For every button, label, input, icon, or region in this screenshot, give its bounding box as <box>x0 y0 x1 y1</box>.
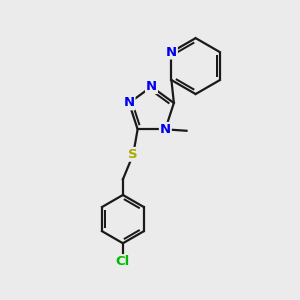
Text: N: N <box>124 97 135 110</box>
Text: S: S <box>128 148 138 161</box>
Text: Cl: Cl <box>116 255 130 268</box>
Text: N: N <box>166 46 177 59</box>
Text: N: N <box>160 123 171 136</box>
Text: N: N <box>146 80 157 93</box>
